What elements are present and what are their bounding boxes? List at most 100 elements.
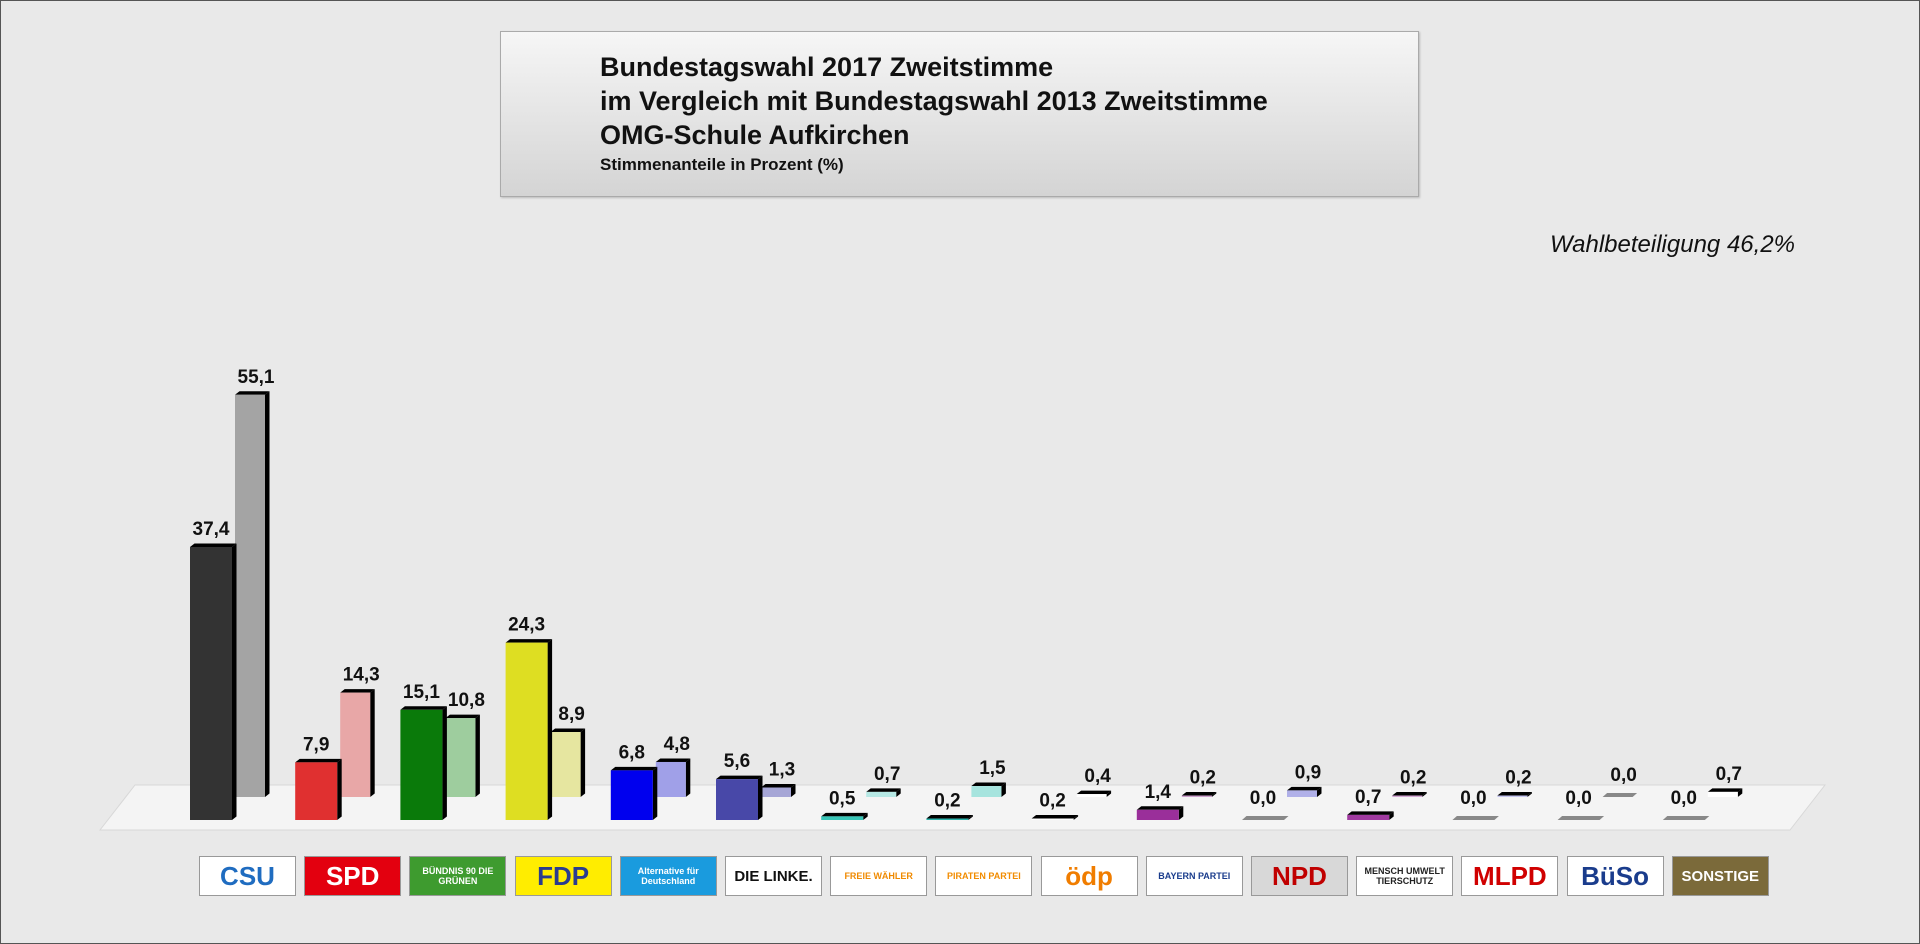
bar-2013-7 xyxy=(971,782,1006,797)
bar-2017-9-top xyxy=(1136,806,1184,810)
bar-2013-8-top xyxy=(1076,790,1112,795)
bar-2013-9-face xyxy=(1181,795,1212,797)
bar-2013-0-face xyxy=(235,394,265,797)
bar-2017-0-top xyxy=(190,543,237,547)
bar-2013-12-top xyxy=(1497,792,1532,796)
bar-2017-4-side xyxy=(652,766,658,820)
bar-2017-1-top xyxy=(295,758,342,763)
party-logo-text: FREIE WÄHLER xyxy=(844,871,913,881)
party-logo-text: ödp xyxy=(1065,860,1113,891)
chart-title-line-2: im Vergleich mit Bundestagswahl 2013 Zwe… xyxy=(600,86,1268,116)
series-2013 xyxy=(235,391,1743,797)
bar-2013-6 xyxy=(866,788,901,797)
bar-2013-1-top xyxy=(340,689,375,693)
label-2013-7: 1,5 xyxy=(979,758,1006,779)
chart-subtitle: Stimmenanteile in Prozent (%) xyxy=(600,155,844,174)
party-logo-text: NPD xyxy=(1272,860,1327,891)
bar-2013-12-face xyxy=(1497,795,1528,797)
bar-2013-13-flat xyxy=(1602,793,1638,797)
bar-2013-14 xyxy=(1707,788,1743,797)
bar-2013-8-face xyxy=(1076,794,1107,797)
bar-2017-9-face xyxy=(1136,809,1179,820)
bar-2013-4-side xyxy=(685,758,691,797)
label-2013-4: 4,8 xyxy=(664,734,690,755)
bar-2017-8-face xyxy=(1031,818,1074,820)
bar-2013-7-face xyxy=(971,786,1002,797)
bar-2013-2 xyxy=(445,714,480,797)
party-logo-9: BAYERN PARTEI xyxy=(1145,856,1243,896)
party-logo-7: PIRATEN PARTEI xyxy=(935,856,1033,896)
party-logo-11: MENSCH UMWELT TIERSCHUTZ xyxy=(1356,856,1454,896)
bar-2013-0-top xyxy=(235,391,270,395)
bar-2017-11-side xyxy=(1389,811,1394,820)
party-logo-text: BÜNDNIS 90 DIE GRÜNEN xyxy=(422,866,494,886)
bar-2017-10 xyxy=(1242,816,1289,820)
bar-2017-7-side xyxy=(968,815,973,820)
bar-2013-8-side xyxy=(1106,790,1112,797)
bar-2017-9 xyxy=(1136,806,1184,820)
bar-2013-5-face xyxy=(761,787,791,797)
bar-2017-5 xyxy=(716,775,763,820)
bar-2013-10-side xyxy=(1317,786,1322,797)
label-2017-5: 5,6 xyxy=(724,751,750,772)
label-2017-9: 1,4 xyxy=(1145,782,1172,803)
bar-2013-5-side xyxy=(791,784,796,797)
label-2013-13: 0,0 xyxy=(1610,765,1636,786)
bar-2017-13-flat xyxy=(1557,816,1605,820)
party-logo-1: SPD xyxy=(304,856,402,896)
label-2013-0: 55,1 xyxy=(238,367,275,388)
bar-2013-10-top xyxy=(1287,786,1322,791)
label-2017-12: 0,0 xyxy=(1460,788,1486,809)
bar-2013-14-face xyxy=(1707,791,1738,797)
bar-2013-3 xyxy=(550,728,586,797)
bar-2013-5-top xyxy=(761,784,796,788)
bar-2013-13 xyxy=(1602,793,1638,797)
bar-2017-9-side xyxy=(1178,806,1184,820)
bar-2013-10 xyxy=(1287,786,1322,797)
bar-2017-3-top xyxy=(505,639,553,643)
bar-2017-3 xyxy=(505,639,553,820)
bar-2013-5 xyxy=(761,784,796,797)
bar-2017-14-flat xyxy=(1662,816,1710,820)
party-logo-0: CSU xyxy=(199,856,296,896)
bar-2017-0-side xyxy=(232,543,237,820)
bar-2013-2-top xyxy=(445,714,480,719)
bar-2013-2-face xyxy=(445,718,476,797)
party-logo-10: NPD xyxy=(1251,856,1348,896)
bar-2013-3-side xyxy=(580,728,586,797)
bar-2017-4-top xyxy=(610,766,658,771)
bar-2013-1 xyxy=(340,689,375,797)
label-2017-14: 0,0 xyxy=(1671,788,1697,809)
bar-2013-1-side xyxy=(370,689,375,797)
bar-2013-14-top xyxy=(1707,788,1743,792)
bar-2017-7-top xyxy=(926,815,973,819)
party-logo-13: BüSo xyxy=(1566,856,1664,896)
bar-2017-6 xyxy=(821,812,868,820)
series-2017 xyxy=(190,543,1710,820)
bar-2013-4 xyxy=(655,758,691,797)
bar-2017-12-flat xyxy=(1452,816,1499,820)
bar-2017-10-flat xyxy=(1242,816,1289,820)
bar-2013-0-side xyxy=(265,391,270,797)
bar-2013-6-side xyxy=(896,788,901,797)
label-2017-11: 0,7 xyxy=(1355,787,1381,808)
bar-2017-0 xyxy=(190,543,237,820)
bar-2017-14 xyxy=(1662,816,1710,820)
label-2013-6: 0,7 xyxy=(874,764,900,785)
label-2017-3: 24,3 xyxy=(508,615,545,636)
party-logo-2: BÜNDNIS 90 DIE GRÜNEN xyxy=(409,856,507,896)
party-logo-text: MLPD xyxy=(1473,860,1547,891)
label-2017-8: 0,2 xyxy=(1039,791,1065,812)
party-logo-4: Alternative für Deutschland xyxy=(619,856,717,896)
bar-2013-11-side xyxy=(1422,792,1427,797)
label-2017-7: 0,2 xyxy=(934,791,960,812)
bar-2017-2-side xyxy=(442,706,447,820)
label-2013-11: 0,2 xyxy=(1400,768,1426,789)
bar-2017-11-top xyxy=(1347,811,1394,815)
bar-2013-4-top xyxy=(655,758,691,762)
bar-2017-1-face xyxy=(295,762,338,820)
bar-2017-6-top xyxy=(821,812,868,817)
bar-2017-0-face xyxy=(190,546,232,820)
bar-2013-3-top xyxy=(550,728,586,733)
label-2017-6: 0,5 xyxy=(829,788,856,809)
